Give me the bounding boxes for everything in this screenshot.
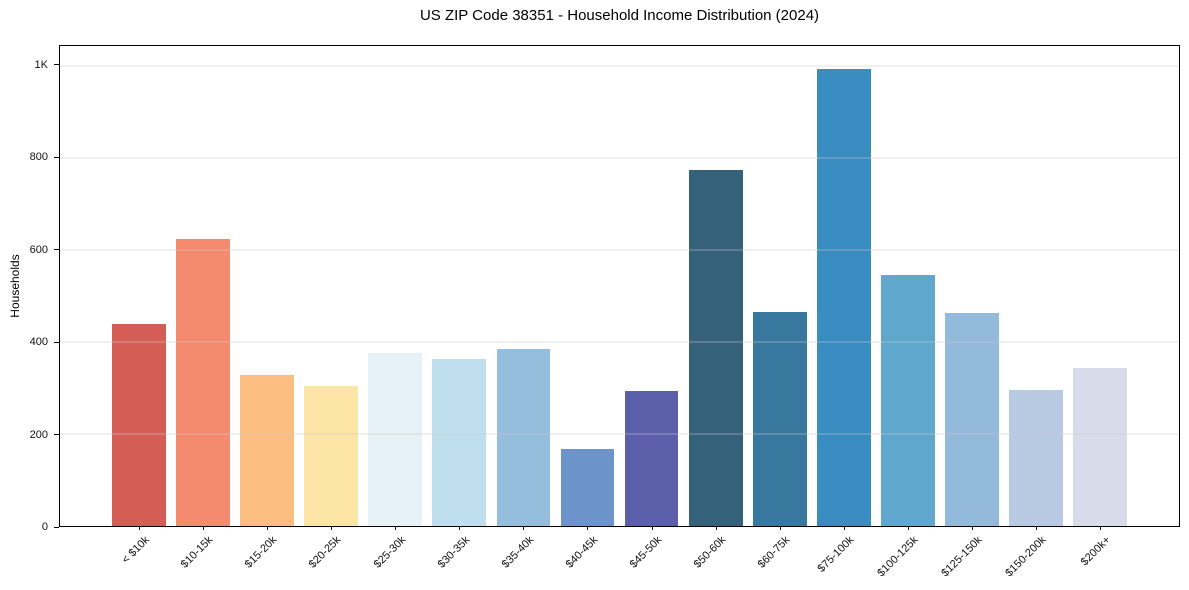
x-tick-label: $10-15k	[178, 534, 216, 571]
x-tick-label: $20-25k	[307, 534, 344, 571]
bar-slot: $40-45k	[555, 46, 619, 571]
bar-slot: $150-200k	[1003, 46, 1068, 579]
bar-40-45k	[560, 449, 615, 526]
bar-slot: < $10k	[107, 46, 171, 566]
bars-layer: < $10k $10-15k $15-20k $20-25k $25-30k $30-35…	[60, 46, 1179, 579]
y-tick-mark	[54, 434, 59, 436]
x-tick-mark	[1035, 526, 1037, 530]
y-tick-mark	[54, 64, 59, 66]
x-tick-label: $15-20k	[243, 534, 280, 571]
bar-slot: $35-40k	[491, 46, 555, 571]
chart-title: US ZIP Code 38351 - Household Income Dis…	[419, 7, 820, 24]
bar-200k	[1073, 368, 1127, 526]
bar-slot: $20-25k	[299, 46, 363, 571]
bar-slot: $60-75k	[748, 46, 812, 571]
bar-slot: $200k+	[1068, 46, 1132, 568]
x-tick-mark	[843, 526, 845, 530]
x-tick-mark	[971, 526, 973, 530]
x-tick-mark	[779, 526, 781, 530]
y-tick-label: 200	[29, 428, 48, 441]
bar-10k	[112, 323, 166, 526]
bar-slot: $100-125k	[875, 46, 940, 579]
x-tick-mark	[587, 526, 589, 530]
y-tick-label: 0	[41, 521, 48, 533]
x-tick-label: < $10k	[119, 534, 152, 567]
bar-150-200k	[1009, 390, 1063, 526]
bar-slot: $30-35k	[427, 46, 491, 571]
x-tick-label: $75-100k	[815, 534, 857, 575]
bar-10-15k	[176, 238, 230, 526]
x-tick-label: $30-35k	[435, 534, 472, 571]
y-tick-label: 1K	[34, 58, 48, 71]
x-tick-label: $150-200k	[1003, 534, 1049, 580]
bar-slot: $50-60k	[684, 46, 748, 571]
x-tick-mark	[1099, 526, 1101, 530]
x-tick-mark	[907, 526, 909, 530]
x-tick-mark	[651, 526, 653, 530]
bar-25-30k	[368, 352, 423, 526]
x-tick-mark	[267, 526, 269, 530]
x-tick-label: $50-60k	[691, 534, 729, 571]
x-tick-label: $125-150k	[939, 534, 985, 580]
x-tick-label: $200k+	[1078, 534, 1113, 569]
y-tick-mark	[54, 156, 59, 158]
y-tick-label: 600	[29, 243, 48, 256]
bar-30-35k	[432, 359, 487, 526]
x-tick-mark	[395, 526, 397, 530]
x-tick-mark	[715, 526, 717, 530]
x-tick-mark	[331, 526, 333, 530]
y-tick-mark	[54, 526, 59, 528]
bar-slot: $45-50k	[620, 46, 684, 571]
x-tick-label: $60-75k	[755, 534, 793, 571]
bar-35-40k	[496, 348, 551, 526]
y-axis-ticks: 0 200 400 600 800 1K	[0, 45, 59, 533]
bar-20-25k	[304, 385, 359, 526]
bar-75-100k	[816, 69, 871, 526]
bar-45-50k	[624, 391, 679, 526]
plot-area: < $10k $10-15k $15-20k $20-25k $25-30k $30-35…	[59, 45, 1180, 579]
bar-125-150k	[944, 313, 999, 526]
x-tick-mark	[459, 526, 461, 530]
x-tick-label: $40-45k	[563, 534, 600, 571]
x-tick-label: $35-40k	[499, 534, 536, 571]
bar-50-60k	[688, 170, 743, 526]
x-tick-label: $25-30k	[371, 534, 408, 571]
bar-15-20k	[240, 374, 295, 526]
bar-slot: $15-20k	[235, 46, 299, 571]
x-tick-mark	[203, 526, 205, 530]
bar-60-75k	[752, 312, 807, 526]
y-tick-mark	[54, 341, 59, 343]
x-tick-mark	[139, 526, 141, 530]
bar-slot: $25-30k	[363, 46, 427, 571]
bar-slot: $75-100k	[812, 46, 876, 575]
x-tick-mark	[523, 526, 525, 530]
bar-slot: $10-15k	[171, 46, 235, 571]
y-tick-label: 400	[29, 336, 48, 349]
bar-slot: $125-150k	[939, 46, 1004, 579]
y-tick-label: 800	[29, 151, 48, 164]
x-tick-label: $100-125k	[875, 534, 921, 580]
x-tick-label: $45-50k	[627, 534, 665, 571]
bar-100-125k	[880, 274, 935, 526]
y-tick-mark	[54, 249, 59, 251]
